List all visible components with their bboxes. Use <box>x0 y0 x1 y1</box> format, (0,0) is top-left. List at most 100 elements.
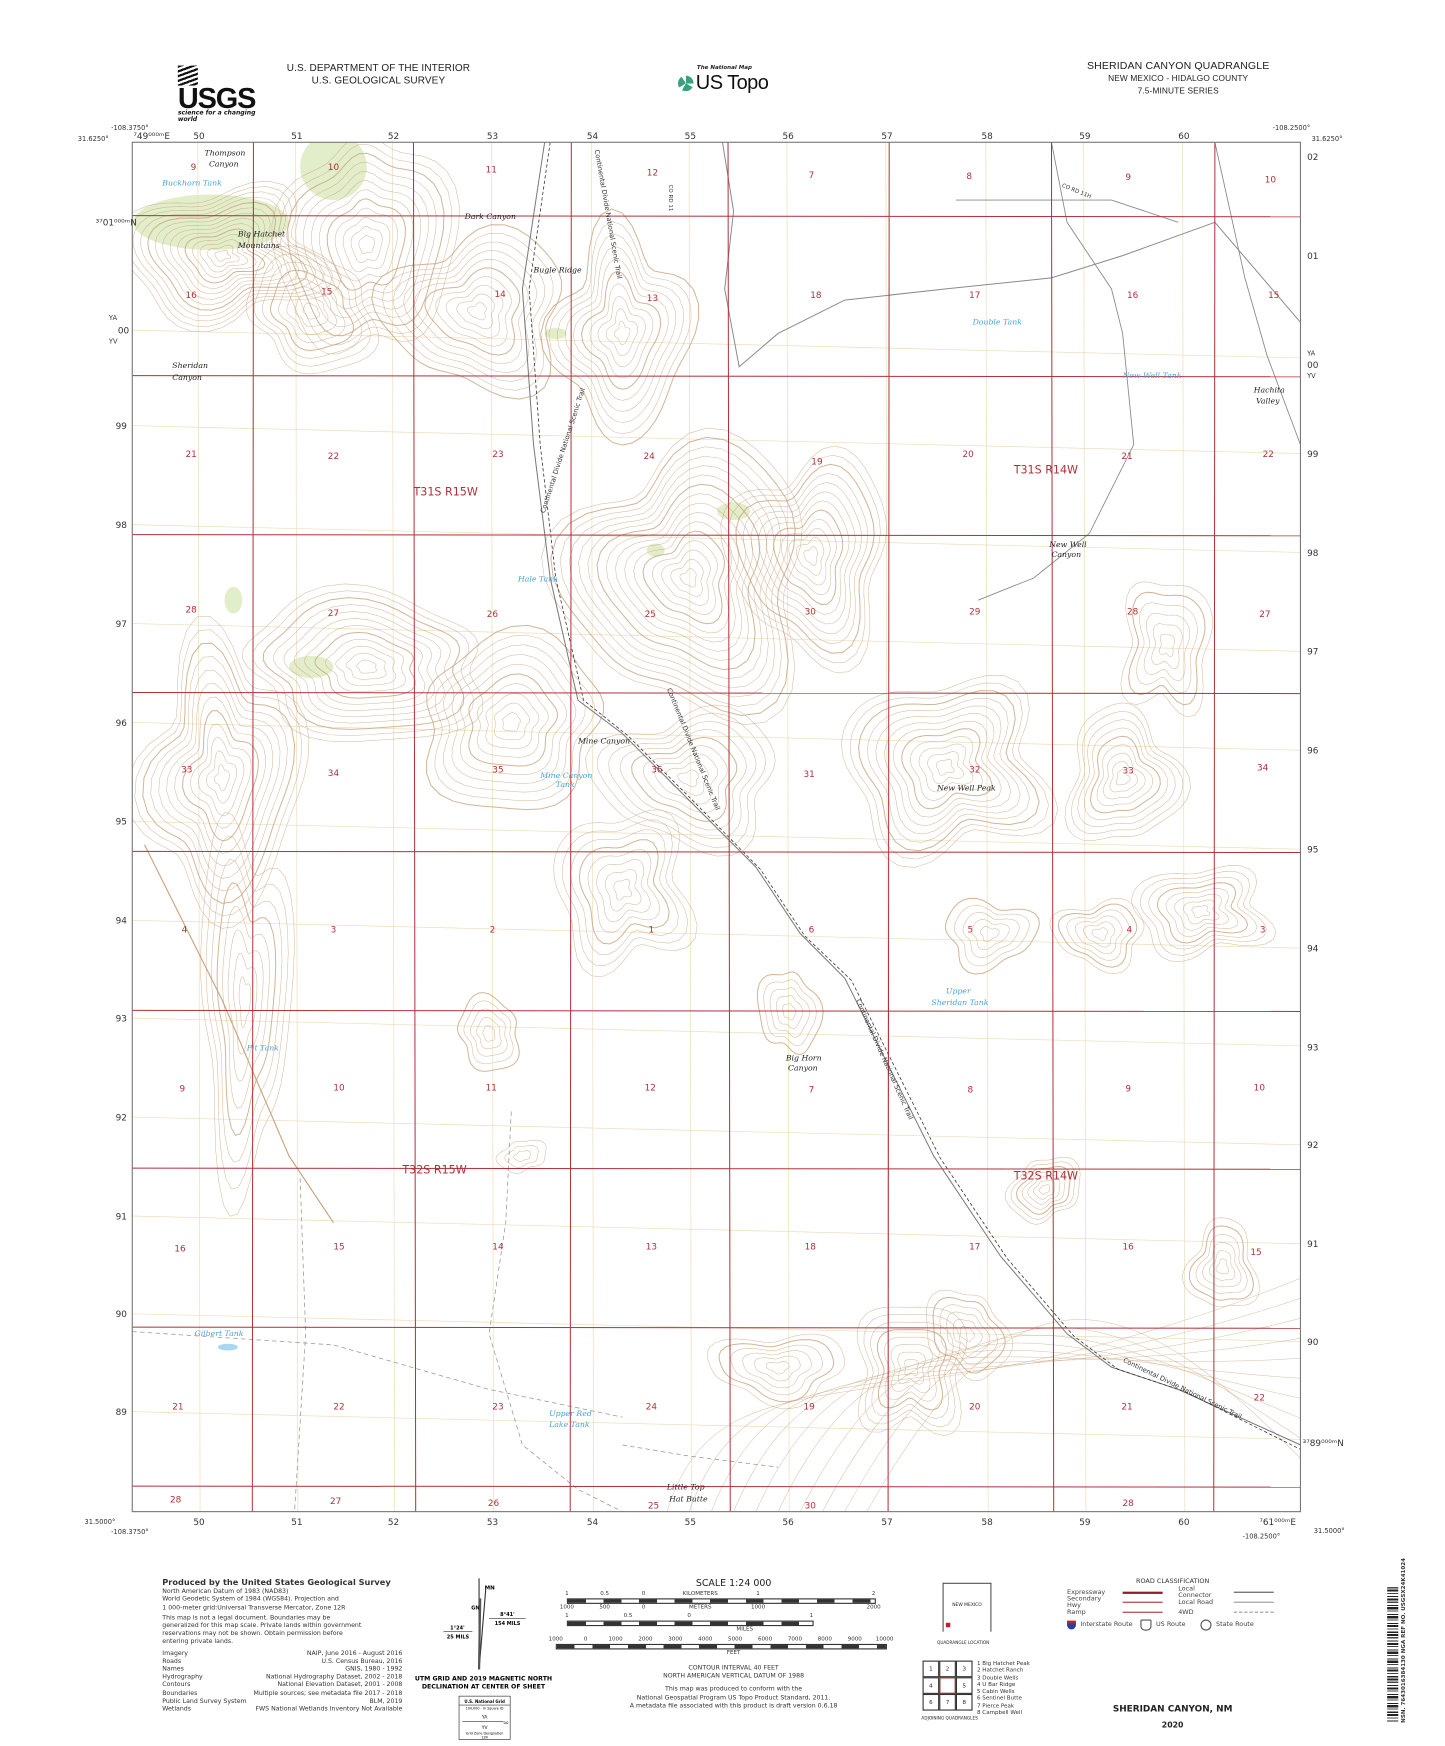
contour-line <box>766 1361 790 1375</box>
place-hachita-valley: Hachita <box>1253 385 1285 394</box>
section-line-vertical <box>887 142 890 1512</box>
contour-line <box>585 704 776 857</box>
contour-line <box>467 302 487 321</box>
produced-by-title: Produced by the United States Geological… <box>162 1577 391 1588</box>
vertical-datum: NORTH AMERICAN VERTICAL DATUM OF 1988 <box>663 1673 805 1680</box>
feet-tick: 0 <box>583 1636 588 1643</box>
credit-row: Wetlands FWS National Wetlands Inventory … <box>162 1706 402 1714</box>
datum-line: North American Datum of 1983 (NAD83) <box>162 1588 289 1596</box>
contour-line <box>750 482 862 635</box>
adjoining-quadrangle-name: 6 Sentinel Butte <box>977 1695 1022 1703</box>
utm-easting-line <box>688 142 692 1512</box>
contour-line <box>666 1277 1301 1512</box>
section-number: 34 <box>328 769 340 779</box>
contour-line <box>1182 1217 1260 1308</box>
utm-easting-label-top: 56 <box>782 132 794 142</box>
standard-line: National Geospatial Program US Topo Prod… <box>636 1694 831 1702</box>
utm-easting-label-bottom: 50 <box>193 1518 205 1528</box>
utm-northing-label-left: 96 <box>116 719 128 729</box>
section-number: 28 <box>170 1496 182 1506</box>
utm-northing-label-left: 90 <box>116 1310 128 1320</box>
contour-line <box>897 1351 926 1385</box>
contour-line <box>613 879 633 901</box>
contour-line <box>642 530 725 625</box>
utm-northing-label-left: 95 <box>116 818 127 828</box>
utm-northing-label-right: 00 <box>1307 361 1319 371</box>
contour-line <box>587 849 661 934</box>
contour-line <box>1033 1179 1056 1200</box>
section-number: 26 <box>488 1499 500 1509</box>
credit-row: Contours National Elevation Dataset, 2001… <box>162 1682 402 1690</box>
place-sheridan-canyon: Canyon <box>172 373 202 382</box>
grid-zone-right-top: YA <box>1306 350 1316 358</box>
adjoining-cell: 6 <box>922 1693 940 1711</box>
utm-easting-line <box>985 142 989 1512</box>
section-line-vertical <box>727 142 731 1512</box>
utm-northing-line <box>132 919 1301 949</box>
place-mine-canyon: Mine Canyon <box>577 737 630 746</box>
section-number: 26 <box>487 610 499 620</box>
source-credits-table: Imagery NAIP, June 2016 - August 2016 Road… <box>162 1650 407 1714</box>
contour-line <box>1103 752 1146 800</box>
contour-line <box>233 953 258 1055</box>
us-route-shield-icon <box>1140 1618 1152 1631</box>
map-neatline <box>131 141 1302 1513</box>
section-number: 22 <box>1263 450 1274 460</box>
adjoining-cell: 4 <box>922 1677 940 1694</box>
section-number: 21 <box>1121 452 1132 462</box>
contour-line <box>456 992 520 1072</box>
contour-line <box>214 764 230 791</box>
meter-tick: 1000 <box>750 1603 766 1611</box>
contour-line <box>1021 1170 1066 1210</box>
utm-northing-right-last: ³⁷89⁰⁰⁰ᵐN <box>1303 1439 1344 1449</box>
contour-line <box>581 270 662 390</box>
meter-tick: 0 <box>641 1603 646 1611</box>
contour-line <box>561 819 689 966</box>
legend-ramp: Ramp <box>1067 1607 1163 1617</box>
place-thompson-canyon: Canyon <box>209 160 239 169</box>
gn-label: GN <box>471 1605 479 1611</box>
contour-line <box>140 196 317 316</box>
section-number: 12 <box>645 1083 656 1093</box>
credit-source: NAIP, June 2016 - August 2016 <box>306 1650 403 1657</box>
contour-line <box>540 208 700 446</box>
water-gilbert-tank: Gilbert Tank <box>195 1329 244 1338</box>
section-number: 30 <box>805 1501 817 1511</box>
township-label: T32S R15W <box>401 1164 466 1177</box>
place-big-horn-canyon: Canyon <box>788 1063 818 1072</box>
water-upper-red-lake-tank: Lake Tank <box>548 1420 590 1429</box>
feet-tick: 4000 <box>698 1636 713 1643</box>
utm-northing-line <box>132 425 1301 454</box>
section-number: 33 <box>181 765 192 775</box>
contour-line <box>262 261 363 359</box>
contour-line <box>980 926 1000 943</box>
contour-line <box>578 839 670 945</box>
contour-line <box>468 673 558 767</box>
section-number: 18 <box>810 291 822 301</box>
section-number: 24 <box>646 1402 658 1412</box>
contour-line <box>773 509 844 605</box>
legend-expressway: Expressway <box>1067 1587 1163 1597</box>
km-tick: 2 <box>871 1590 876 1598</box>
section-number: 10 <box>1265 175 1277 185</box>
state-route-circle-icon <box>1200 1618 1212 1631</box>
place-big-hatchet-mountains: Big Hatchet <box>237 230 286 239</box>
grid-mils: 25 MILS <box>447 1634 470 1640</box>
contour-line <box>304 625 426 705</box>
water-mine-canyon-tank: Tank <box>556 780 575 789</box>
contour-line <box>1064 702 1191 841</box>
contour-line <box>463 1000 514 1065</box>
utm-northing-label-left: 97 <box>116 620 127 630</box>
contour-line <box>849 682 1049 860</box>
bottom-right-longitude: -108.2500° <box>1243 1532 1281 1540</box>
section-line-horizontal <box>132 375 1301 378</box>
contour-line <box>654 753 719 805</box>
utm-easting-label-bottom: 59 <box>1079 1518 1091 1528</box>
contour-line <box>927 751 964 784</box>
contour-interval: CONTOUR INTERVAL 40 FEET <box>688 1665 779 1672</box>
section-number: 11 <box>486 165 497 175</box>
quadrangle-location-marker <box>945 1622 951 1628</box>
utm-northing-line <box>132 524 1301 553</box>
contour-line <box>679 568 697 588</box>
